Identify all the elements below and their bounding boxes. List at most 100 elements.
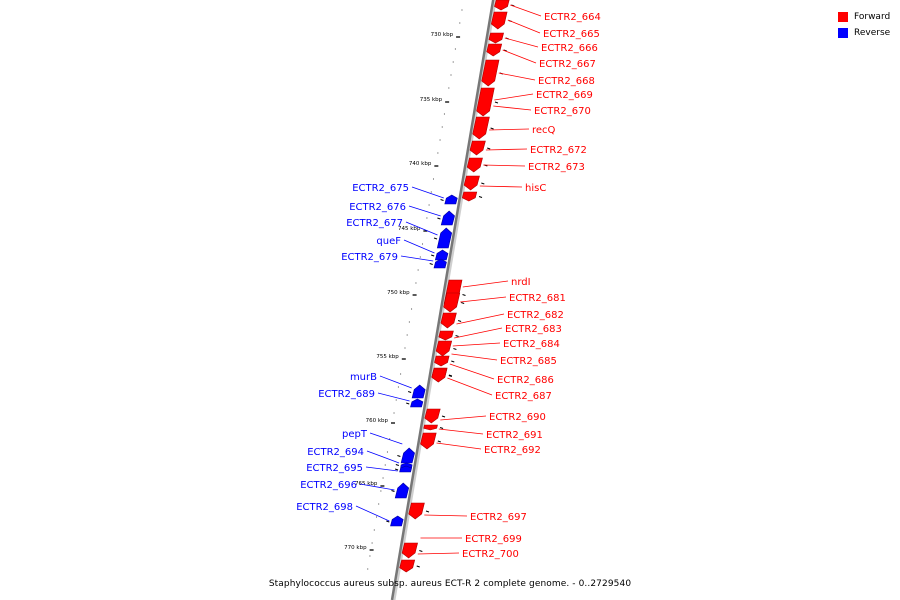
gene-pept-label: pepT <box>342 429 368 440</box>
gene-ectr2_697-label: ECTR2_697 <box>470 512 527 523</box>
strand-mark <box>441 415 446 418</box>
gene-ectr2_686-leader <box>449 363 495 380</box>
gene-ectr2_682-shape <box>440 312 457 329</box>
gene-murb-shape <box>411 384 426 399</box>
strand-mark <box>490 127 494 130</box>
gene-ectr2_691-shape <box>423 424 438 431</box>
gene-ectr2_699-shape <box>401 542 418 559</box>
gene-ectr2_672-leader <box>485 148 528 151</box>
gene-ectr2_690-label: ECTR2_690 <box>489 412 546 423</box>
strand-mark <box>394 468 399 471</box>
gene-ectr2_673-label: ECTR2_673 <box>528 162 585 173</box>
gene-recq-shape <box>469 140 486 156</box>
gene-ectr2_675-leader <box>411 186 444 199</box>
gene-ectr2_672-label: ECTR2_672 <box>530 145 587 156</box>
backbone-line <box>390 0 495 600</box>
strand-mark <box>457 320 462 322</box>
gene-ectr2_692-leader <box>436 442 482 450</box>
gene-ectr2_679-shape <box>433 258 447 269</box>
gene-ectr2_675-shape <box>444 194 458 205</box>
strand-mark <box>437 440 441 443</box>
strand-mark <box>439 427 444 429</box>
strand-mark <box>440 199 444 201</box>
strand-mark <box>416 565 420 568</box>
gene-ectr2_675-label: ECTR2_675 <box>352 183 409 194</box>
strand-mark <box>419 550 423 552</box>
gene-ectr2_699-label: ECTR2_699 <box>465 534 522 545</box>
tick-label: 740 kbp <box>409 161 432 167</box>
legend-reverse: Reverse <box>838 25 898 40</box>
legend-forward: Forward <box>838 9 898 24</box>
gene-ectr2_689-leader <box>377 392 410 402</box>
gene-ectr2_685-leader <box>451 353 498 361</box>
strand-mark <box>462 294 466 296</box>
gene-ectr2_667-shape <box>486 43 503 57</box>
gene-ectr2_665-label: ECTR2_665 <box>543 29 600 40</box>
strand-mark <box>437 217 441 220</box>
gene-ectr2_694-label: ECTR2_694 <box>307 447 364 458</box>
gene-ectr2_690-shape <box>424 408 441 424</box>
gene-ectr2_681-label: ECTR2_681 <box>509 293 566 304</box>
gene-murb-leader <box>379 375 412 389</box>
gene-ectr2_681-shape <box>443 292 461 313</box>
gene-ectr2_685-shape <box>434 355 450 367</box>
gene-ectr2_691-leader <box>438 428 484 435</box>
gene-ectr2_676-leader <box>408 205 441 217</box>
backbone-shadow <box>392 0 497 600</box>
strand-mark <box>433 237 438 240</box>
strand-mark <box>487 147 491 150</box>
gene-nrdi-label: nrdI <box>511 277 531 288</box>
strand-mark <box>451 360 455 363</box>
strand-mark <box>395 464 400 466</box>
gene-ectr2_691-label: ECTR2_691 <box>486 430 543 441</box>
gene-ectr2_668-leader <box>498 72 536 81</box>
gene-quef-shape <box>434 249 449 261</box>
gene-ectr2_695-label: ECTR2_695 <box>306 463 363 474</box>
tick-label: 730 kbp <box>431 32 454 38</box>
gene-ectr2_673-shape <box>463 175 480 191</box>
gene-recq-label: recQ <box>532 125 556 136</box>
gene-ectr2_665-shape <box>490 11 508 30</box>
gene-ectr2_694-leader <box>366 450 400 464</box>
gene-ectr2_698-shape <box>390 515 404 527</box>
gene-ectr2_677-leader <box>405 221 438 236</box>
gene-ectr2_672-shape <box>466 157 483 173</box>
gene-hisc-label: hisC <box>525 183 546 194</box>
gene-ectr2_683-shape <box>438 330 454 341</box>
gene-ectr2_683-leader <box>454 327 503 339</box>
gene-ectr2_687-shape <box>431 368 448 383</box>
gene-ectr2_698-leader <box>355 505 390 522</box>
reverse-swatch <box>838 27 848 38</box>
genome-backbone <box>390 0 497 600</box>
gene-ectr2_669-leader <box>494 93 534 101</box>
gene-ectr2_667-leader <box>502 49 537 64</box>
tick-label: 750 kbp <box>387 290 410 296</box>
scale-ticks: 730 kbp 735 kbp 740 kbp 745 kbp 750 kbp 755 k… <box>344 9 463 570</box>
gene-ectr2_696-shape <box>394 482 410 499</box>
strand-mark <box>503 49 507 52</box>
gene-ectr2_687-label: ECTR2_687 <box>495 391 552 402</box>
gene-ectr2_684-shape <box>435 340 453 357</box>
tick-label: 735 kbp <box>420 97 443 103</box>
gene-ectr2_673-leader <box>483 164 526 167</box>
gene-ectr2_677-label: ECTR2_677 <box>346 218 403 229</box>
gene-ectr2_682-label: ECTR2_682 <box>507 310 564 321</box>
gene-ectr2_670-label: ECTR2_670 <box>534 106 591 117</box>
gene-ectr2_700-label: ECTR2_700 <box>462 549 519 560</box>
gene-ectr2_664-label: ECTR2_664 <box>544 12 601 23</box>
gene-pept-shape <box>400 447 415 464</box>
gene-ectr2_676-label: ECTR2_676 <box>349 202 406 213</box>
gene-nrdi-leader <box>462 280 509 288</box>
gene-ectr2_690-leader <box>440 415 487 421</box>
gene-ectr2_698-label: ECTR2_698 <box>296 502 353 513</box>
legend-reverse-label: Reverse <box>854 27 891 38</box>
strand-mark <box>448 374 453 377</box>
gene-ectr2_679-label: ECTR2_679 <box>341 252 398 263</box>
tick-label: 760 kbp <box>366 418 389 424</box>
gene-ectr2_689-label: ECTR2_689 <box>318 389 375 400</box>
strand-mark <box>431 254 435 257</box>
strand-mark <box>391 490 395 492</box>
tick-label: 745 kbp <box>398 226 421 232</box>
gene-ectr2_666-shape <box>488 32 504 44</box>
strand-mark <box>494 101 499 104</box>
